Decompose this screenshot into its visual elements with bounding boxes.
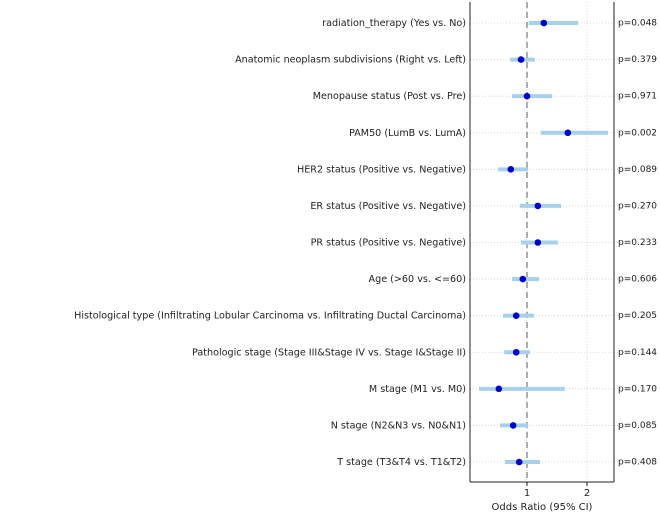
p-value-label: p=0.971 (618, 92, 657, 102)
p-value-label: p=0.408 (618, 458, 657, 468)
category-label: radiation_therapy (Yes vs. No) (322, 18, 466, 29)
category-label: HER2 status (Positive vs. Negative) (297, 164, 466, 175)
p-value-label: p=0.205 (618, 311, 657, 321)
p-value-label: p=0.085 (618, 421, 657, 431)
x-axis-label: Odds Ratio (95% CI) (492, 502, 593, 513)
p-value-label: p=0.002 (618, 128, 657, 138)
odds-ratio-point (534, 239, 542, 246)
p-value-label: p=0.144 (618, 348, 657, 358)
x-tick-label: 1 (524, 488, 530, 499)
category-label: Anatomic neoplasm subdivisions (Right vs… (235, 55, 466, 66)
category-label: N stage (N2&N3 vs. N0&N1) (331, 420, 466, 431)
odds-ratio-point (507, 166, 515, 173)
odds-ratio-point (540, 19, 548, 27)
odds-ratio-point (509, 422, 517, 429)
category-label: Age (>60 vs. <=60) (369, 274, 466, 285)
odds-ratio-point (534, 202, 542, 210)
odds-ratio-point (512, 312, 520, 319)
x-tick-label: 2 (584, 488, 590, 499)
category-label: Pathologic stage (Stage III&Stage IV vs.… (192, 347, 466, 358)
p-value-label: p=0.170 (618, 384, 657, 394)
p-value-label: p=0.379 (618, 55, 657, 65)
category-label: T stage (T3&T4 vs. T1&T2) (336, 457, 466, 468)
odds-ratio-point (517, 56, 525, 63)
category-label: M stage (M1 vs. M0) (369, 384, 466, 395)
p-value-label: p=0.089 (618, 165, 657, 175)
p-value-label: p=0.233 (618, 238, 657, 248)
p-value-label: p=0.606 (618, 275, 657, 285)
odds-ratio-point (495, 385, 503, 393)
p-value-label: p=0.048 (618, 19, 657, 29)
category-label: PR status (Positive vs. Negative) (311, 238, 466, 249)
category-label: ER status (Positive vs. Negative) (310, 201, 466, 212)
odds-ratio-point (515, 458, 523, 466)
odds-ratio-point (512, 348, 520, 356)
odds-ratio-point (519, 275, 527, 283)
odds-ratio-point (564, 129, 572, 137)
category-label: PAM50 (LumB vs. LumA) (349, 128, 466, 139)
category-label: Menopause status (Post vs. Pre) (313, 91, 466, 102)
category-label: Histological type (Infiltrating Lobular … (74, 311, 466, 322)
p-value-label: p=0.270 (618, 201, 657, 211)
odds-ratio-point (523, 92, 531, 100)
